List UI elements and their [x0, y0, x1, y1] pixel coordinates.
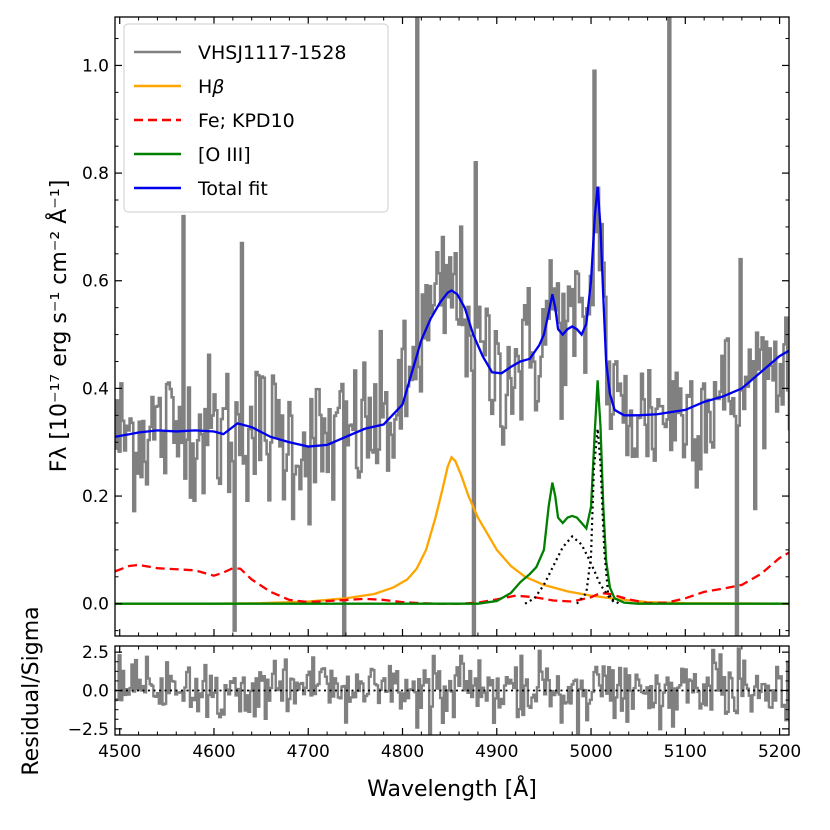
fe-kpd10-line	[115, 551, 789, 605]
h-line	[115, 455, 789, 605]
o-iii-components-line-0	[524, 534, 620, 605]
legend-label: Total fit	[197, 178, 268, 200]
resid-plot-area	[115, 647, 789, 735]
resid-ytick-label: 0.0	[82, 682, 109, 702]
main-frame	[114, 16, 790, 637]
main-ytick-label: 1.0	[82, 56, 109, 76]
legend: VHSJ1117-1528 Hβ Fe; KPD10 [O III] Total fit	[123, 23, 389, 213]
resid-xtick-label: 4500	[98, 742, 141, 762]
legend-label: Fe; KPD10	[198, 110, 295, 132]
resid-xtick-label: 4800	[381, 742, 424, 762]
resid-ytick-label: 2.5	[82, 643, 109, 663]
main-ytick-label: 0.8	[82, 164, 109, 184]
main-y-axis-label: Fλ [10⁻¹⁷ erg s⁻¹ cm⁻² Å⁻¹]	[45, 180, 72, 473]
observed-spectrum-line	[115, 17, 789, 636]
resid-xtick-label: 5200	[758, 742, 801, 762]
resid-xtick-label: 4900	[475, 742, 518, 762]
main-ytick-label: 0.2	[82, 487, 109, 507]
legend-label: Hβ	[198, 76, 224, 98]
main-ytick-label: 0.6	[82, 272, 109, 292]
resid-xtick-label: 5100	[664, 742, 707, 762]
legend-label: VHSJ1117-1528	[198, 42, 347, 64]
o-iii-line	[115, 380, 789, 605]
x-axis-label: Wavelength [Å]	[367, 775, 537, 802]
legend-label-math: β	[211, 76, 224, 98]
main-plot-area	[115, 17, 789, 636]
residual-line	[115, 647, 789, 735]
resid-xtick-label: 4600	[192, 742, 235, 762]
legend-box	[123, 23, 389, 213]
legend-label: [O III]	[198, 144, 251, 166]
resid-xtick-label: 4700	[287, 742, 330, 762]
resid-xtick-label: 5000	[569, 742, 612, 762]
resid-ytick-label: −2.5	[68, 720, 109, 740]
main-ytick-label: 0.0	[82, 595, 109, 615]
residual-y-axis-label: Residual/Sigma	[19, 606, 44, 775]
residual-panel: 4500 4600 4700 4800 4900 5000 5100 5200 −2.5 0.0 2…	[68, 643, 801, 762]
main-ytick-label: 0.4	[82, 379, 109, 399]
main-panel: 0.0 0.2 0.4 0.6 0.8 1.0 VHSJ1117-1528 Hβ Fe; KPD…	[82, 16, 790, 637]
total-fit-line	[115, 186, 789, 448]
